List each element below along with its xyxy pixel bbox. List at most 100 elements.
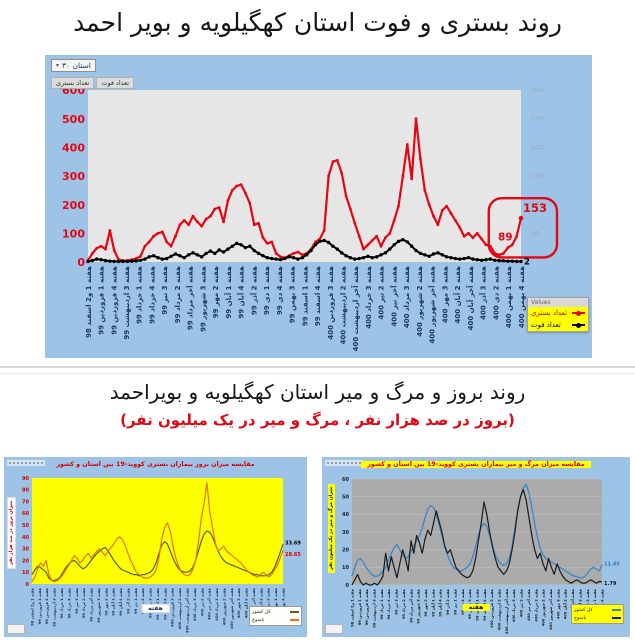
section-divider-shadow — [0, 373, 635, 374]
chevron-down-icon: ▾ — [56, 62, 60, 69]
svg-text:هفته 3 بهمن 99: هفته 3 بهمن 99 — [289, 266, 297, 323]
svg-text:هفته 3 اردیبهشت 99: هفته 3 اردیبهشت 99 — [123, 266, 131, 340]
svg-text:هفته 4 فروردین 99: هفته 4 فروردین 99 — [45, 588, 49, 625]
svg-text:هفته 2 تیر 400: هفته 2 تیر 400 — [378, 266, 386, 320]
svg-text:هفته 2 مهر 99: هفته 2 مهر 99 — [424, 589, 428, 617]
watermark-strip — [325, 460, 363, 466]
section-divider — [0, 366, 635, 368]
svg-text:هفته 3 بهمن 99: هفته 3 بهمن 99 — [468, 589, 472, 620]
incidence-y-axis-label: میزان بروز در صد هزار نفر — [7, 496, 16, 569]
svg-text:40: 40 — [22, 535, 29, 541]
svg-text:هفته 1 فروردین 99: هفته 1 فروردین 99 — [38, 588, 42, 625]
svg-text:هفته 4 آبان 99: هفته 4 آبان 99 — [438, 589, 443, 617]
svg-text:500: 500 — [62, 113, 85, 126]
svg-text:10: 10 — [342, 565, 349, 571]
legend-swatch-province — [612, 617, 621, 619]
svg-text:1.79: 1.79 — [604, 581, 617, 587]
svg-text:300: 300 — [531, 86, 543, 94]
svg-text:هفته 3 اردیبهشت 99: هفته 3 اردیبهشت 99 — [373, 589, 377, 628]
svg-text:هفته 4 اسفند 99: هفته 4 اسفند 99 — [314, 266, 322, 326]
svg-text:هفته آخر شهریور 400: هفته آخر شهریور 400 — [229, 588, 234, 629]
mortality-chart-panel: مقایسه میزان مرگ و میر بیماران بستری کوو… — [322, 457, 630, 637]
svg-text:0: 0 — [26, 582, 30, 588]
mortality-x-axis-label: هفته — [462, 604, 490, 611]
svg-text:هفته 2 مهر 99: هفته 2 مهر 99 — [212, 266, 220, 318]
svg-text:هفته 3 خرداد 400: هفته 3 خرداد 400 — [193, 588, 197, 622]
legend-item-deaths[interactable]: تعداد فوت — [528, 319, 588, 331]
svg-text:0: 0 — [77, 256, 85, 269]
svg-text:هفته 2 تیر 400: هفته 2 تیر 400 — [200, 588, 204, 617]
svg-text:هفته 3 شهریور 99: هفته 3 شهریور 99 — [97, 588, 101, 623]
svg-text:هفته 4 خرداد 99: هفته 4 خرداد 99 — [387, 589, 391, 620]
svg-text:0: 0 — [346, 583, 350, 589]
svg-text:هفته آخر شهریور 400: هفته آخر شهریور 400 — [428, 266, 437, 344]
svg-text:هفته 1 فروردین 99: هفته 1 فروردین 99 — [358, 589, 362, 626]
svg-text:50: 50 — [342, 495, 349, 501]
svg-text:هفته 3 اردیبهشت 99: هفته 3 اردیبهشت 99 — [53, 588, 57, 627]
svg-text:هفته 3 شهریور 99: هفته 3 شهریور 99 — [199, 266, 207, 332]
svg-text:20: 20 — [22, 558, 29, 564]
svg-text:هفته 1 خرداد 99: هفته 1 خرداد 99 — [380, 589, 384, 620]
svg-text:هفته 3 شهریور 99: هفته 3 شهریور 99 — [417, 589, 421, 624]
svg-text:هفته 3 فروردین 400: هفته 3 فروردین 400 — [327, 266, 335, 340]
incidence-section-subtitle: (بروز در صد هزار نفر ، مرگ و میر در یک م… — [120, 411, 515, 429]
legend-item-country: کل کشور — [574, 606, 621, 614]
province-selector-label: استان ۳۰ — [62, 61, 91, 70]
svg-text:هفته 3 خرداد 400: هفته 3 خرداد 400 — [512, 589, 516, 623]
tab-death-count[interactable]: تعداد فوت — [96, 77, 135, 89]
svg-text:هفته 1 آبان 99: هفته 1 آبان 99 — [224, 266, 233, 319]
svg-text:هفته 1 دی 99: هفته 1 دی 99 — [263, 266, 271, 315]
svg-text:هفته 2 شهریور 400: هفته 2 شهریور 400 — [416, 266, 424, 337]
svg-text:33.69: 33.69 — [285, 540, 301, 546]
svg-text:هفته 3 مرداد 400: هفته 3 مرداد 400 — [215, 588, 219, 621]
svg-text:هفته آخر اردیبهشت 400: هفته آخر اردیبهشت 400 — [185, 588, 190, 633]
mortality-chart-title: مقایسه میزان مرگ و میر بیماران بستری کوو… — [322, 461, 630, 468]
incidence-chart-title: مقایسه میزان بروز بیماران بستری کووید-19… — [56, 461, 255, 468]
incidence-section-title: روند بروز و مرگ و میر استان کهگیلویه و ب… — [109, 380, 526, 404]
svg-text:هفته 4 دی 99: هفته 4 دی 99 — [276, 266, 284, 315]
svg-text:هفته آخر تیر 400: هفته آخر تیر 400 — [389, 266, 398, 327]
svg-text:هفته آخر مرداد 99: هفته آخر مرداد 99 — [89, 588, 94, 622]
incidence-x-axis-label: هفته — [141, 604, 170, 613]
svg-text:هفته آخر آبان 400: هفته آخر آبان 400 — [466, 266, 475, 331]
svg-text:هفته 1 خرداد 99: هفته 1 خرداد 99 — [136, 266, 144, 324]
legend-item-hospitalized[interactable]: تعداد بستری — [528, 307, 588, 319]
svg-text:150: 150 — [531, 172, 543, 180]
svg-text:هفته 1 آبان 99: هفته 1 آبان 99 — [430, 589, 435, 617]
svg-text:28.65: 28.65 — [285, 552, 301, 558]
mortality-y-axis-label: میزان مرگ و میر در یک میلیون نفر — [328, 483, 335, 573]
svg-text:هفته 4 فروردین 99: هفته 4 فروردین 99 — [365, 589, 369, 626]
svg-text:هفته 1 دی 99: هفته 1 دی 99 — [453, 589, 457, 615]
svg-text:هفته 3 تیر 99: هفته 3 تیر 99 — [161, 266, 169, 315]
svg-text:هفته 1 بهمن 400: هفته 1 بهمن 400 — [505, 266, 513, 328]
chart-legend: Values تعداد بستری تعداد فوت — [527, 297, 589, 332]
svg-text:هفته 2 مرداد 99: هفته 2 مرداد 99 — [174, 266, 182, 323]
province-selector[interactable]: استان ۳۰ ▾ — [51, 59, 96, 72]
tab-hospitalized-count[interactable]: تعداد بستری — [51, 77, 95, 89]
svg-text:هفته 1 فروردین 99: هفته 1 فروردین 99 — [98, 266, 106, 335]
svg-text:هفته 3 مهر 400: هفته 3 مهر 400 — [556, 589, 560, 620]
svg-text:100: 100 — [62, 228, 85, 241]
svg-text:هفته 4 آبان 99: هفته 4 آبان 99 — [118, 588, 123, 616]
svg-text:هفته 2 آذر 99: هفته 2 آذر 99 — [445, 589, 450, 615]
svg-text:80: 80 — [22, 488, 29, 494]
svg-text:20: 20 — [342, 548, 349, 554]
svg-text:هفته 4 دی 99: هفته 4 دی 99 — [461, 589, 465, 615]
svg-text:هفته 1 آبان 99: هفته 1 آبان 99 — [111, 588, 116, 616]
hospitalization-death-chart: 600500400300200100030025020015010050هفته… — [62, 84, 559, 351]
svg-text:200: 200 — [531, 143, 543, 151]
svg-text:هفته 4 خرداد 99: هفته 4 خرداد 99 — [67, 588, 71, 619]
svg-text:هفته 3 مرداد 400: هفته 3 مرداد 400 — [403, 266, 411, 328]
legend-swatch-province — [290, 619, 299, 621]
svg-text:90: 90 — [22, 476, 29, 482]
svg-text:هفته 2 اردیبهشت 400: هفته 2 اردیبهشت 400 — [178, 588, 182, 630]
svg-text:250: 250 — [531, 115, 543, 123]
svg-text:هفته 3 بهمن 99: هفته 3 بهمن 99 — [149, 588, 153, 619]
svg-text:هفته 4 فروردین 99: هفته 4 فروردین 99 — [110, 266, 118, 335]
svg-text:هفته 4 خرداد 99: هفته 4 خرداد 99 — [148, 266, 156, 324]
svg-text:هفته 2 اردیبهشت 400: هفته 2 اردیبهشت 400 — [340, 266, 348, 345]
legend-item-province: یاسوج — [252, 616, 299, 624]
legend-label-deaths: تعداد فوت — [531, 321, 561, 329]
